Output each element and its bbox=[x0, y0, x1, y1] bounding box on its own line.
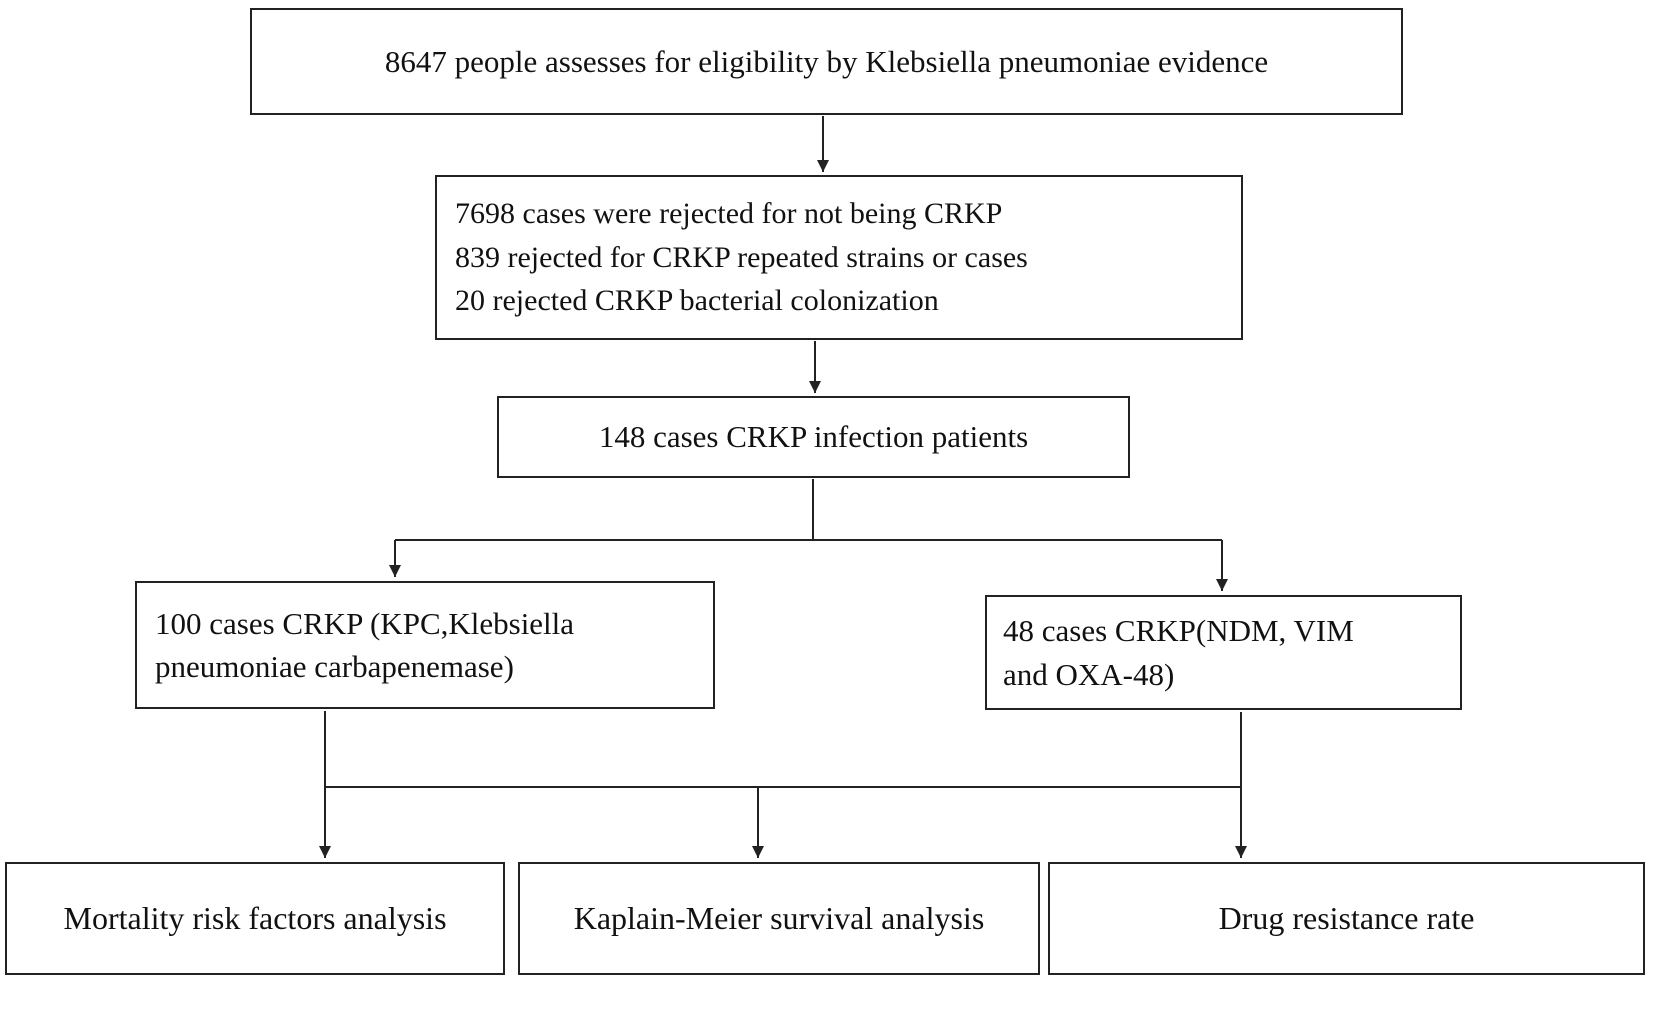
box-kaplan-meier-analysis: Kaplain-Meier survival analysis bbox=[518, 862, 1040, 975]
box-infection-text: 148 cases CRKP infection patients bbox=[598, 419, 1029, 454]
box-mortality-text: Mortality risk factors analysis bbox=[63, 900, 447, 936]
box-infection: 148 cases CRKP infection patients bbox=[497, 396, 1130, 478]
box-kpc-line-1: 100 cases CRKP (KPC,Klebsiella bbox=[155, 605, 575, 641]
box-drug-text: Drug resistance rate bbox=[1218, 900, 1475, 936]
box-rejected-line-1: 7698 cases were rejected for not being C… bbox=[455, 197, 1003, 231]
box-rejected-line-2: 839 rejected for CRKP repeated strains o… bbox=[455, 240, 1028, 274]
box-kaplan-text: Kaplain-Meier survival analysis bbox=[573, 900, 985, 936]
box-eligibility-text: 8647 people assesses for eligibility by … bbox=[384, 43, 1269, 79]
box-rejected-line-3: 20 rejected CRKP bacterial colonization bbox=[455, 284, 939, 318]
box-drug-resistance-rate: Drug resistance rate bbox=[1048, 862, 1645, 975]
box-eligibility: 8647 people assesses for eligibility by … bbox=[250, 8, 1403, 115]
box-ndm-line-2: and OXA-48) bbox=[1003, 656, 1175, 692]
box-kpc-line-2: pneumoniae carbapenemase) bbox=[155, 649, 514, 684]
box-rejected: 7698 cases were rejected for not being C… bbox=[435, 175, 1243, 340]
box-ndm-line-1: 48 cases CRKP(NDM, VIM bbox=[1003, 613, 1354, 649]
box-ndm: 48 cases CRKP(NDM, VIM and OXA-48) bbox=[985, 595, 1462, 710]
box-mortality-analysis: Mortality risk factors analysis bbox=[5, 862, 505, 975]
box-kpc: 100 cases CRKP (KPC,Klebsiella pneumonia… bbox=[135, 581, 715, 709]
